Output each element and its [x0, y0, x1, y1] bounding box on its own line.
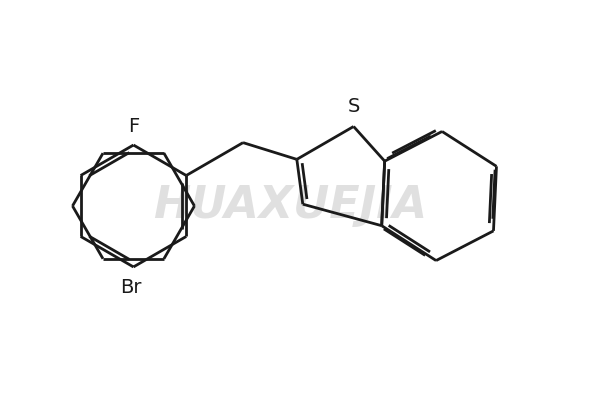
Text: HUAXUEJIA: HUAXUEJIA	[153, 184, 427, 228]
Text: Br: Br	[120, 278, 141, 297]
Text: S: S	[347, 97, 360, 116]
Text: F: F	[128, 117, 139, 136]
